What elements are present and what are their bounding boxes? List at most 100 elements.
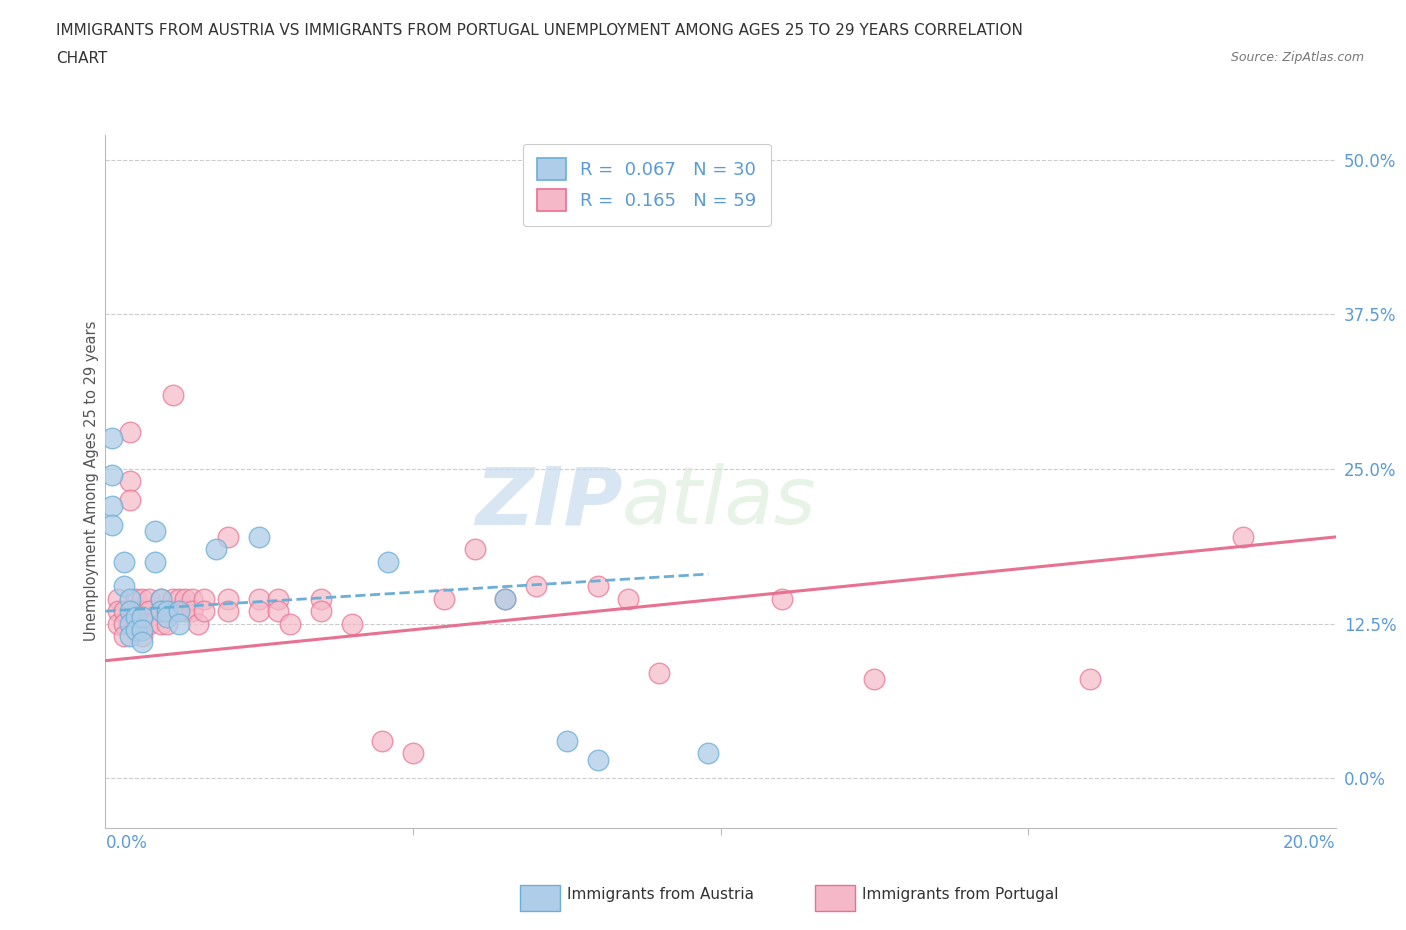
Point xyxy=(180,604,202,618)
Point xyxy=(180,591,202,606)
Point xyxy=(149,591,172,606)
Point xyxy=(340,616,363,631)
Point xyxy=(697,746,720,761)
Point xyxy=(1232,529,1254,544)
Point xyxy=(120,591,141,606)
Text: 20.0%: 20.0% xyxy=(1284,834,1336,852)
Point xyxy=(174,591,197,606)
Point xyxy=(267,591,290,606)
Point xyxy=(371,734,394,749)
Point xyxy=(125,610,148,625)
Point xyxy=(107,604,129,618)
Legend: R =  0.067   N = 30, R =  0.165   N = 59: R = 0.067 N = 30, R = 0.165 N = 59 xyxy=(523,144,770,226)
Point xyxy=(464,542,486,557)
Text: ZIP: ZIP xyxy=(475,463,621,541)
Point xyxy=(156,616,179,631)
Point xyxy=(156,604,179,618)
Point xyxy=(494,591,516,606)
Point xyxy=(100,517,122,532)
Point xyxy=(494,591,516,606)
Point xyxy=(247,604,270,618)
Point xyxy=(112,579,135,594)
Point xyxy=(770,591,793,606)
Point xyxy=(131,634,153,649)
Point xyxy=(143,524,166,538)
Point xyxy=(193,591,215,606)
Point xyxy=(120,492,141,507)
Point xyxy=(278,616,301,631)
Point xyxy=(433,591,456,606)
Point xyxy=(120,424,141,439)
Point xyxy=(107,591,129,606)
Point xyxy=(112,604,135,618)
Point xyxy=(149,604,172,618)
Text: Immigrants from Austria: Immigrants from Austria xyxy=(567,887,754,902)
Point xyxy=(1078,671,1101,686)
Point xyxy=(131,610,153,625)
Point xyxy=(120,616,141,631)
Point xyxy=(187,616,209,631)
Point xyxy=(205,542,228,557)
Point xyxy=(402,746,425,761)
Point xyxy=(120,629,141,644)
Point xyxy=(555,734,578,749)
Point xyxy=(107,616,129,631)
Point xyxy=(309,591,332,606)
Point xyxy=(100,468,122,483)
Point xyxy=(156,604,179,618)
Point xyxy=(162,591,184,606)
Point xyxy=(149,591,172,606)
Point xyxy=(586,579,609,594)
Text: Immigrants from Portugal: Immigrants from Portugal xyxy=(862,887,1059,902)
Point xyxy=(112,629,135,644)
Point xyxy=(586,752,609,767)
Point xyxy=(162,387,184,402)
Point xyxy=(377,554,399,569)
Point xyxy=(131,591,153,606)
Point xyxy=(156,610,179,625)
Text: CHART: CHART xyxy=(56,51,108,66)
Point xyxy=(131,604,153,618)
Point xyxy=(309,604,332,618)
Point xyxy=(247,529,270,544)
Point xyxy=(138,616,160,631)
Point xyxy=(100,498,122,513)
Point xyxy=(169,591,191,606)
Point xyxy=(149,616,172,631)
Point xyxy=(267,604,290,618)
Point xyxy=(218,591,240,606)
Point xyxy=(143,554,166,569)
Point xyxy=(125,591,148,606)
Point xyxy=(863,671,886,686)
Point xyxy=(247,591,270,606)
Point xyxy=(617,591,640,606)
Text: Source: ZipAtlas.com: Source: ZipAtlas.com xyxy=(1230,51,1364,64)
Point xyxy=(100,431,122,445)
Point xyxy=(218,604,240,618)
Text: 0.0%: 0.0% xyxy=(105,834,148,852)
Point xyxy=(149,604,172,618)
Point xyxy=(169,604,191,618)
Point xyxy=(193,604,215,618)
Y-axis label: Unemployment Among Ages 25 to 29 years: Unemployment Among Ages 25 to 29 years xyxy=(83,321,98,642)
Point xyxy=(125,604,148,618)
Text: atlas: atlas xyxy=(621,463,817,541)
Point xyxy=(112,616,135,631)
Point xyxy=(120,604,141,618)
Point xyxy=(112,554,135,569)
Point xyxy=(131,629,153,644)
Point xyxy=(218,529,240,544)
Point xyxy=(131,622,153,637)
Point xyxy=(138,591,160,606)
Point xyxy=(524,579,547,594)
Point xyxy=(169,604,191,618)
Point xyxy=(131,616,153,631)
Point xyxy=(648,666,671,681)
Point xyxy=(169,616,191,631)
Point xyxy=(162,604,184,618)
Point xyxy=(120,474,141,489)
Point xyxy=(125,622,148,637)
Point xyxy=(138,604,160,618)
Text: IMMIGRANTS FROM AUSTRIA VS IMMIGRANTS FROM PORTUGAL UNEMPLOYMENT AMONG AGES 25 T: IMMIGRANTS FROM AUSTRIA VS IMMIGRANTS FR… xyxy=(56,23,1024,38)
Point xyxy=(174,604,197,618)
